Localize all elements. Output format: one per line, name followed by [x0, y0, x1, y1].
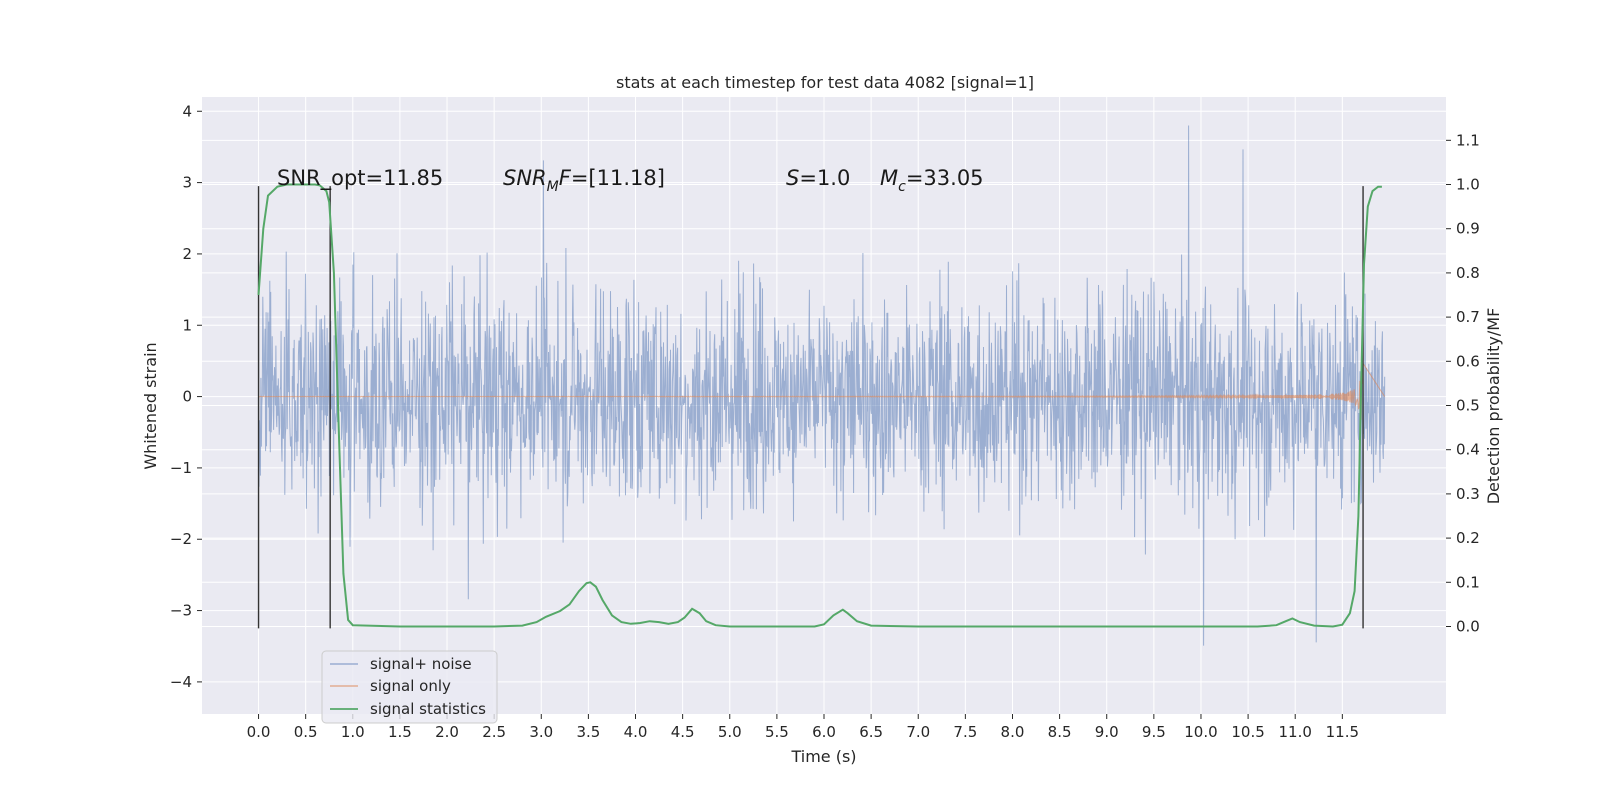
y-right-tick-label: 0.6: [1456, 352, 1480, 370]
y-right-tick-label: 0.1: [1456, 573, 1480, 591]
x-tick-label: 10.0: [1184, 723, 1217, 741]
x-tick-label: 0.0: [247, 723, 271, 741]
y-left-axis-label: Whitened strain: [141, 342, 160, 469]
x-tick-label: 1.0: [341, 723, 365, 741]
x-tick-label: 2.0: [435, 723, 459, 741]
x-tick-label: 11.5: [1326, 723, 1359, 741]
y-right-axis-label: Detection probability/MF: [1484, 308, 1503, 505]
x-tick-label: 2.5: [482, 723, 506, 741]
legend-box: [321, 650, 498, 724]
x-tick-label: 8.0: [1001, 723, 1025, 741]
y-left-tick-label: 3: [182, 174, 192, 192]
legend: signal+ noise signal only signal statist…: [321, 650, 498, 724]
x-tick-label: 10.5: [1231, 723, 1264, 741]
x-tick-label: 4.0: [624, 723, 648, 741]
y-left-tick-label: 2: [182, 245, 192, 263]
x-tick-label: 4.5: [671, 723, 695, 741]
x-tick-label: 9.5: [1142, 723, 1166, 741]
y-right-tick-label: 1.1: [1456, 131, 1480, 149]
x-tick-label: 1.5: [388, 723, 412, 741]
y-left-tick-label: −1: [170, 459, 192, 477]
chart-title: stats at each timestep for test data 408…: [616, 73, 1034, 92]
x-tick-label: 6.5: [859, 723, 883, 741]
y-left-tick-label: 0: [182, 388, 192, 406]
x-axis-label: Time (s): [790, 747, 856, 766]
legend-label-signal: signal only: [370, 677, 451, 695]
y-left-tick-label: −3: [170, 602, 192, 620]
y-right-tick-label: 0.5: [1456, 397, 1480, 415]
y-left-axis-ticks: −4 −3 −2 −1 0 1 2 3 4: [170, 102, 202, 691]
x-tick-label: 3.0: [529, 723, 553, 741]
signal-trace: [258, 363, 1386, 420]
x-tick-label: 7.0: [906, 723, 930, 741]
y-right-tick-label: 0.4: [1456, 441, 1480, 459]
mc-symbol: M: [880, 166, 898, 190]
y-left-tick-label: 1: [182, 316, 192, 334]
annotation-snr-mf: SNRMF=[11.18]: [503, 166, 665, 195]
y-right-tick-label: 0.7: [1456, 308, 1480, 326]
y-right-axis-ticks: 0.0 0.1 0.2 0.3 0.4 0.5 0.6 0.7 0.8 0.9 1.0 1.1: [1446, 131, 1480, 635]
mc-value: =33.05: [906, 166, 984, 190]
y-right-tick-label: 0.9: [1456, 220, 1480, 238]
snr-mf-subscript: M: [547, 179, 559, 195]
legend-label-noise: signal+ noise: [370, 655, 472, 673]
x-tick-label: 6.0: [812, 723, 836, 741]
annotation-s: S=1.0: [786, 166, 850, 190]
x-tick-label: 9.0: [1095, 723, 1119, 741]
series-signal-statistics: [257, 183, 1382, 628]
snr-mf-f: F: [559, 166, 572, 190]
statistics-trace: [257, 183, 1382, 628]
snr-mf-symbol: SNR: [503, 166, 547, 190]
x-tick-label: 8.5: [1048, 723, 1072, 741]
event-marker-lines: [257, 186, 1364, 629]
series-signal-noise: [258, 125, 1386, 646]
legend-label-statistics: signal statistics: [370, 700, 486, 718]
s-symbol: S: [786, 166, 799, 190]
y-right-tick-label: 0.3: [1456, 485, 1480, 503]
y-left-tick-label: −4: [170, 673, 192, 691]
y-right-tick-label: 0.0: [1456, 617, 1480, 635]
annotation-snr-opt: SNR_opt=11.85: [277, 166, 443, 191]
y-right-tick-label: 0.8: [1456, 264, 1480, 282]
x-tick-label: 5.0: [718, 723, 742, 741]
annotation-mc: Mc=33.05: [880, 166, 984, 195]
x-axis-ticks: 0.0 0.5 1.0 1.5 2.0 2.5 3.0 3.5 4.0 4.5 5.0 5.5 6.0 6…: [247, 714, 1359, 741]
x-tick-label: 0.5: [294, 723, 318, 741]
noise-trace: [258, 125, 1386, 646]
x-tick-label: 5.5: [765, 723, 789, 741]
y-left-tick-label: −2: [170, 530, 192, 548]
y-left-tick-label: 4: [182, 102, 192, 120]
y-right-tick-label: 0.2: [1456, 529, 1480, 547]
series-signal-only: [258, 363, 1386, 420]
mc-subscript: c: [898, 179, 906, 195]
snr-mf-value: =[11.18]: [571, 166, 665, 190]
s-value: =1.0: [799, 166, 850, 190]
x-tick-label: 11.0: [1279, 723, 1312, 741]
x-tick-label: 7.5: [953, 723, 977, 741]
x-tick-label: 3.5: [576, 723, 600, 741]
y-right-tick-label: 1.0: [1456, 176, 1480, 194]
